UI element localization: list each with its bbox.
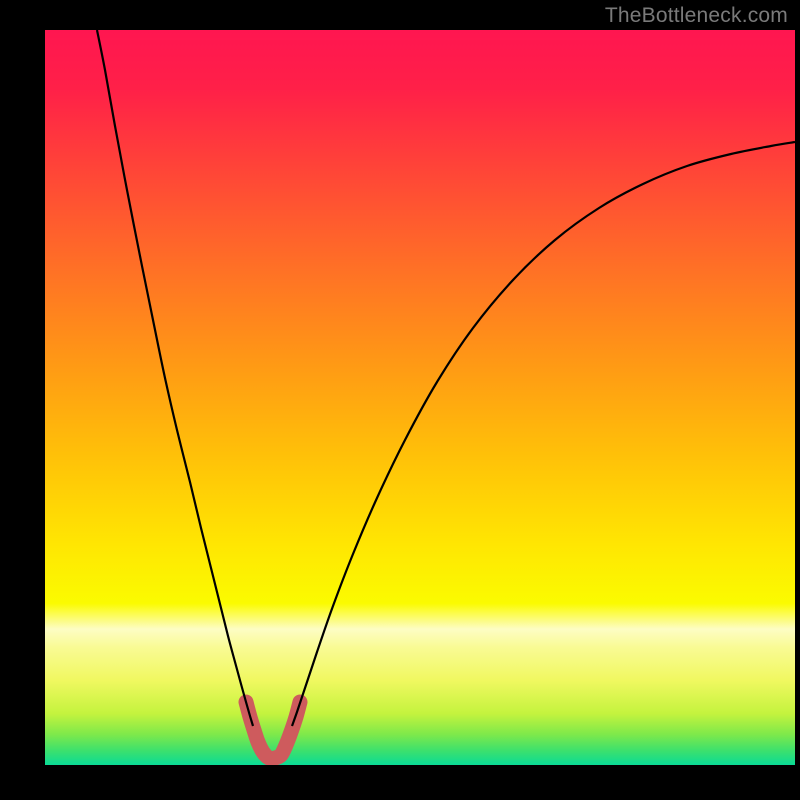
curve-right-branch <box>292 142 795 726</box>
watermark-text: TheBottleneck.com <box>605 4 788 28</box>
bottleneck-curve <box>45 30 795 765</box>
chart-frame: TheBottleneck.com <box>0 0 800 800</box>
curve-left-branch <box>97 30 253 726</box>
plot-area <box>45 30 795 765</box>
valley-marker <box>246 702 300 759</box>
